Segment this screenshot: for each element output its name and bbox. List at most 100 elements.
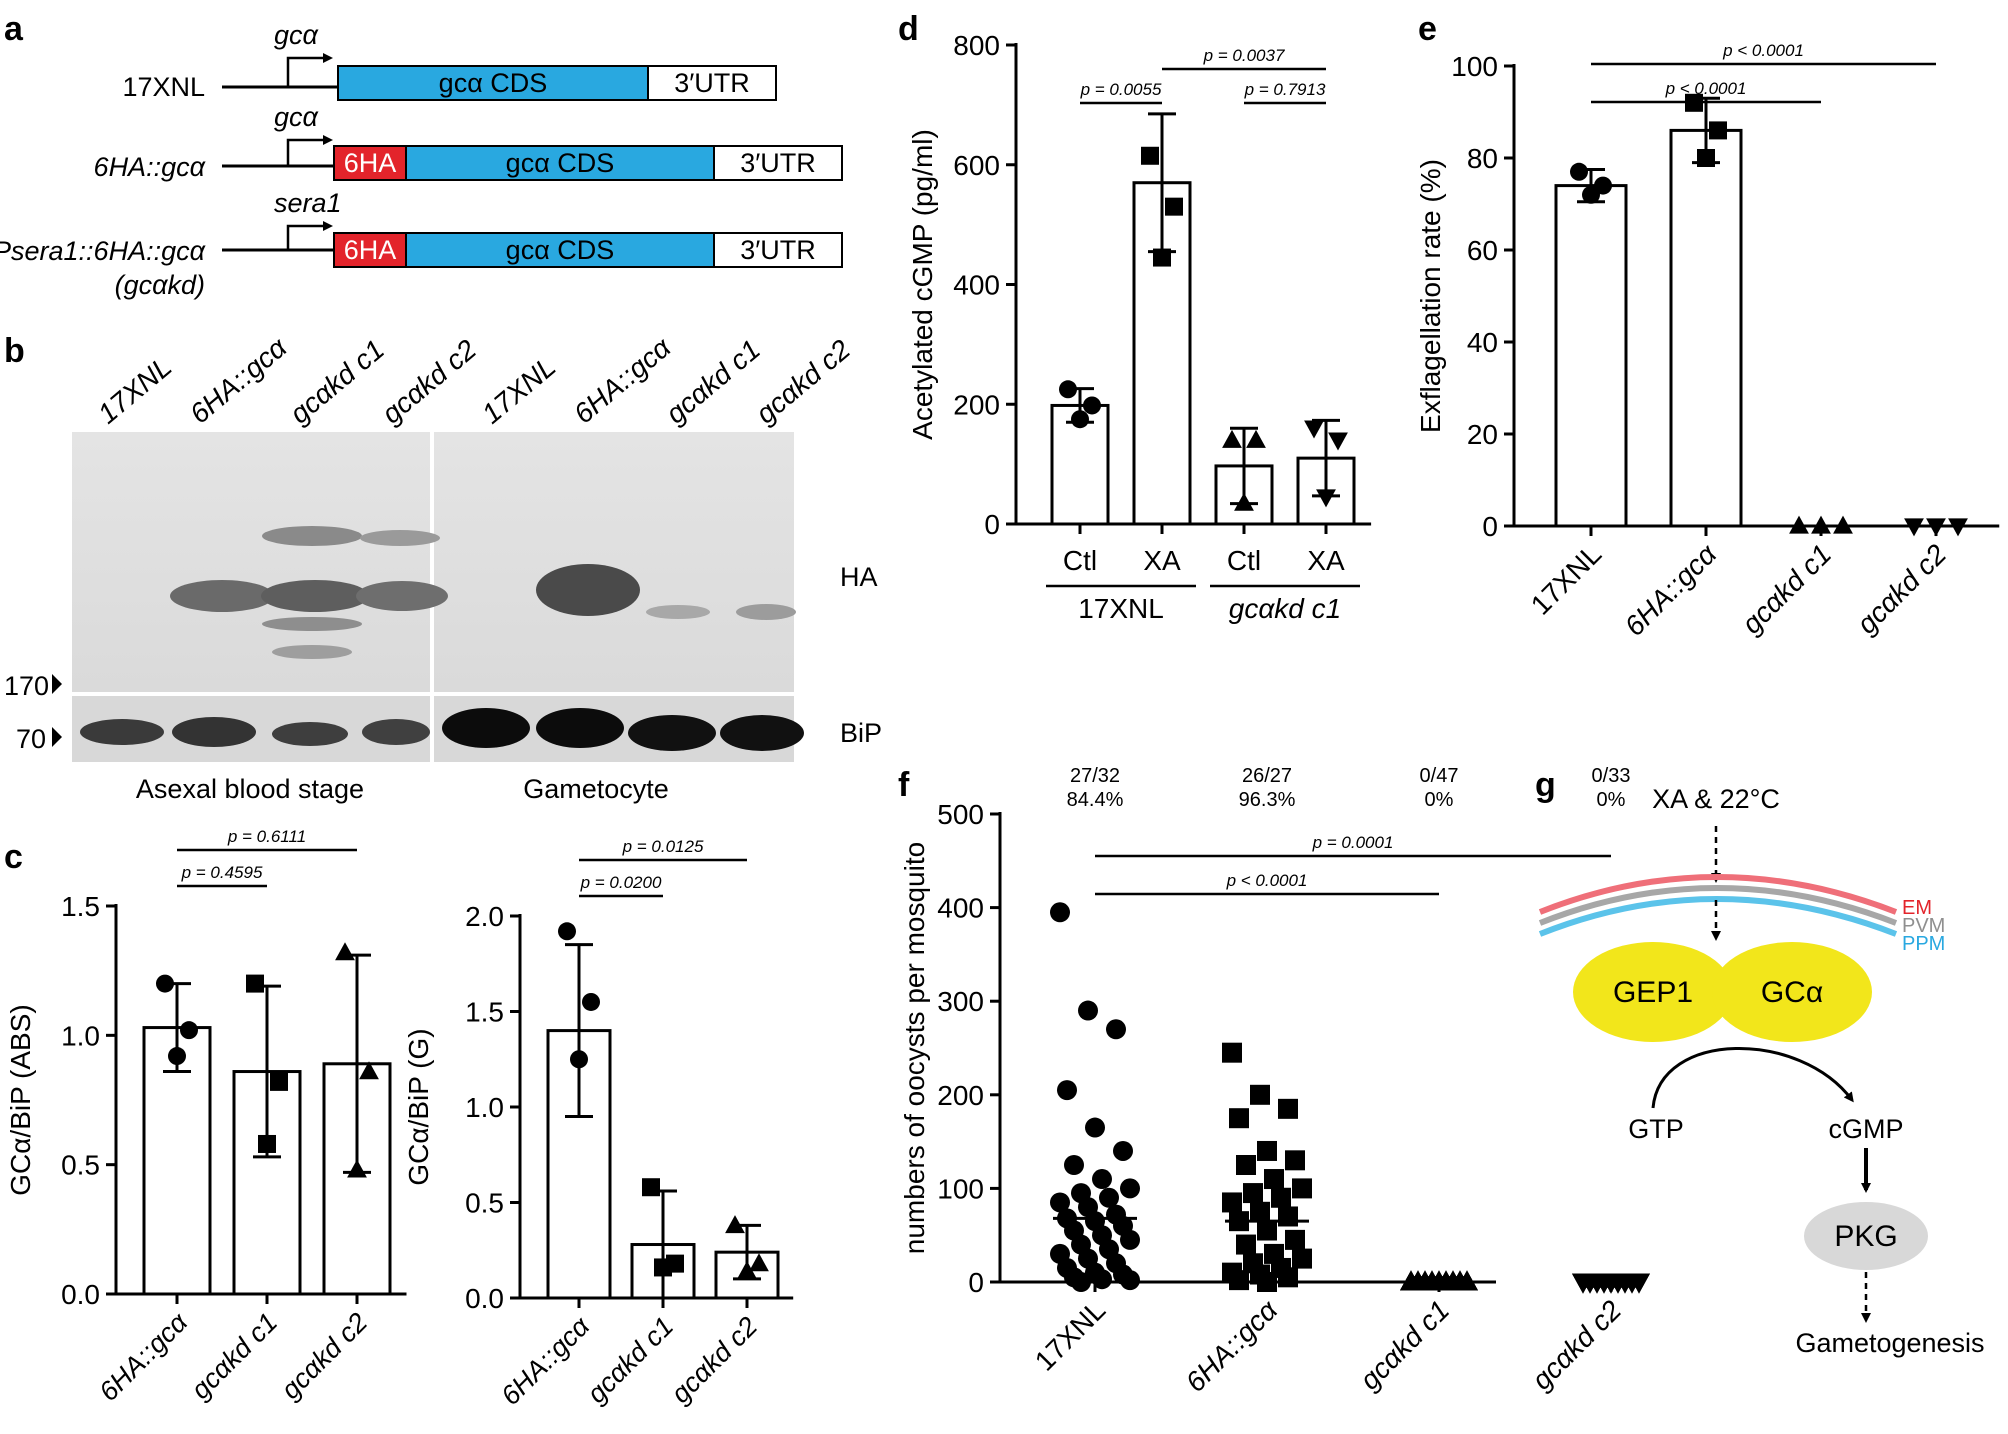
bip-band <box>628 715 716 751</box>
ha-band <box>356 581 448 611</box>
em-label: EM <box>1902 897 1932 919</box>
ha-band <box>272 645 352 659</box>
bip-band <box>272 722 348 746</box>
ha-tag-label: 6HA <box>344 148 397 178</box>
p-value-label: p = 0.0055 <box>1080 80 1162 99</box>
data-point <box>1243 1183 1263 1204</box>
data-point <box>1278 1267 1298 1288</box>
panel-label-e: e <box>1418 10 1437 48</box>
p-value-label: p = 0.0037 <box>1203 46 1285 65</box>
data-point <box>1582 185 1600 204</box>
data-point <box>258 1134 276 1153</box>
infection-fraction: 0/47 <box>1420 765 1459 787</box>
pvm-label: PVM <box>1902 915 1945 937</box>
data-point <box>1304 420 1324 439</box>
lane-label: 6HA::gcα <box>184 331 293 430</box>
data-point <box>642 1178 660 1197</box>
data-point <box>749 1253 769 1272</box>
y-tick-label: 1.5 <box>61 891 100 922</box>
y-tick-label: 0.0 <box>61 1279 100 1310</box>
data-point <box>168 1047 186 1066</box>
y-tick-label: 0 <box>1482 511 1498 542</box>
data-point <box>1229 1108 1249 1129</box>
ha-blot-gametocyte <box>434 432 794 692</box>
data-point <box>1120 1270 1140 1291</box>
category-label: XA <box>1143 545 1181 576</box>
data-point <box>1926 518 1946 537</box>
data-point <box>1222 429 1242 448</box>
gep1-protein <box>1573 942 1733 1042</box>
category-label: gcαkd c1 <box>1354 1294 1455 1395</box>
data-point <box>1113 1140 1133 1161</box>
promoter-arrow-icon <box>286 135 333 166</box>
promoter-arrow-icon <box>286 221 333 250</box>
data-point <box>270 1072 288 1091</box>
bip-band <box>172 717 256 747</box>
y-tick-label: 80 <box>1467 143 1498 174</box>
y-tick-label: 200 <box>953 389 1000 420</box>
group-label: 17XNL <box>1078 593 1164 624</box>
construct-name: 17XNL <box>122 72 205 102</box>
data-point <box>1165 197 1183 216</box>
data-point <box>1092 1269 1112 1290</box>
data-point <box>737 1260 757 1279</box>
y-tick-label: 100 <box>937 1173 984 1204</box>
p-value-label: p < 0.0001 <box>1665 79 1747 98</box>
gep1-label: GEP1 <box>1613 976 1693 1009</box>
ha-band <box>261 580 369 612</box>
p-value-label: p < 0.0001 <box>1226 871 1308 890</box>
data-point <box>654 1258 672 1277</box>
data-point <box>1057 1080 1077 1101</box>
pvm-membrane <box>1538 885 1898 926</box>
data-point <box>1099 1187 1119 1208</box>
data-point <box>1697 149 1715 167</box>
utr-box <box>647 65 777 101</box>
gca-label: GCα <box>1761 976 1823 1009</box>
data-point <box>1833 515 1853 534</box>
gtp-label: GTP <box>1628 1114 1684 1144</box>
data-point <box>1904 518 1924 537</box>
data-point <box>1285 1229 1305 1250</box>
data-point <box>1059 380 1077 399</box>
panel-g-pathway: XA & 22°C EM PVM PPM GEP1 GCα GTP cGMP P… <box>1538 784 1985 1358</box>
cds-label: gcα CDS <box>506 148 615 178</box>
y-axis-label: Exflagellation rate (%) <box>1415 159 1446 433</box>
marker-170: 170 <box>4 671 49 701</box>
data-point <box>1120 1178 1140 1199</box>
data-point <box>1607 1273 1629 1294</box>
ha-band <box>646 605 710 619</box>
p-value-label: p = 0.0200 <box>580 873 662 892</box>
data-point <box>570 1050 588 1069</box>
y-tick-label: 600 <box>953 150 1000 181</box>
data-point <box>1264 1169 1284 1190</box>
y-tick-label: 300 <box>937 986 984 1017</box>
category-label: 6HA::gcα <box>495 1310 596 1411</box>
data-point <box>1141 146 1159 165</box>
data-point <box>1709 121 1727 140</box>
bip-band <box>80 719 164 745</box>
data-point <box>1222 1042 1242 1063</box>
pkg-protein <box>1804 1202 1928 1270</box>
data-point <box>1064 1155 1084 1175</box>
data-point <box>1628 1273 1650 1294</box>
y-tick-label: 0.5 <box>465 1188 504 1219</box>
utr-label: 3′UTR <box>740 235 816 265</box>
infection-fraction: 0/33 <box>1592 765 1631 787</box>
data-point <box>1120 1229 1140 1250</box>
y-tick-label: 0 <box>968 1267 984 1298</box>
category-label: 17XNL <box>1029 1294 1111 1376</box>
data-point <box>1316 489 1336 508</box>
data-point <box>1948 518 1968 537</box>
y-tick-label: 20 <box>1467 419 1498 450</box>
category-label: gcαkd c2 <box>1851 538 1953 640</box>
panel-label-d: d <box>898 10 919 48</box>
bip-band <box>720 715 804 751</box>
data-point <box>1050 902 1070 923</box>
marker-arrow-icon <box>52 674 62 694</box>
chart-d: 0 200 400 600 800 Acetylated cGMP (pg/ml) Ctl X… <box>907 30 1372 624</box>
data-point <box>1085 1117 1105 1138</box>
data-point <box>1236 1234 1256 1255</box>
data-point <box>1292 1178 1312 1199</box>
